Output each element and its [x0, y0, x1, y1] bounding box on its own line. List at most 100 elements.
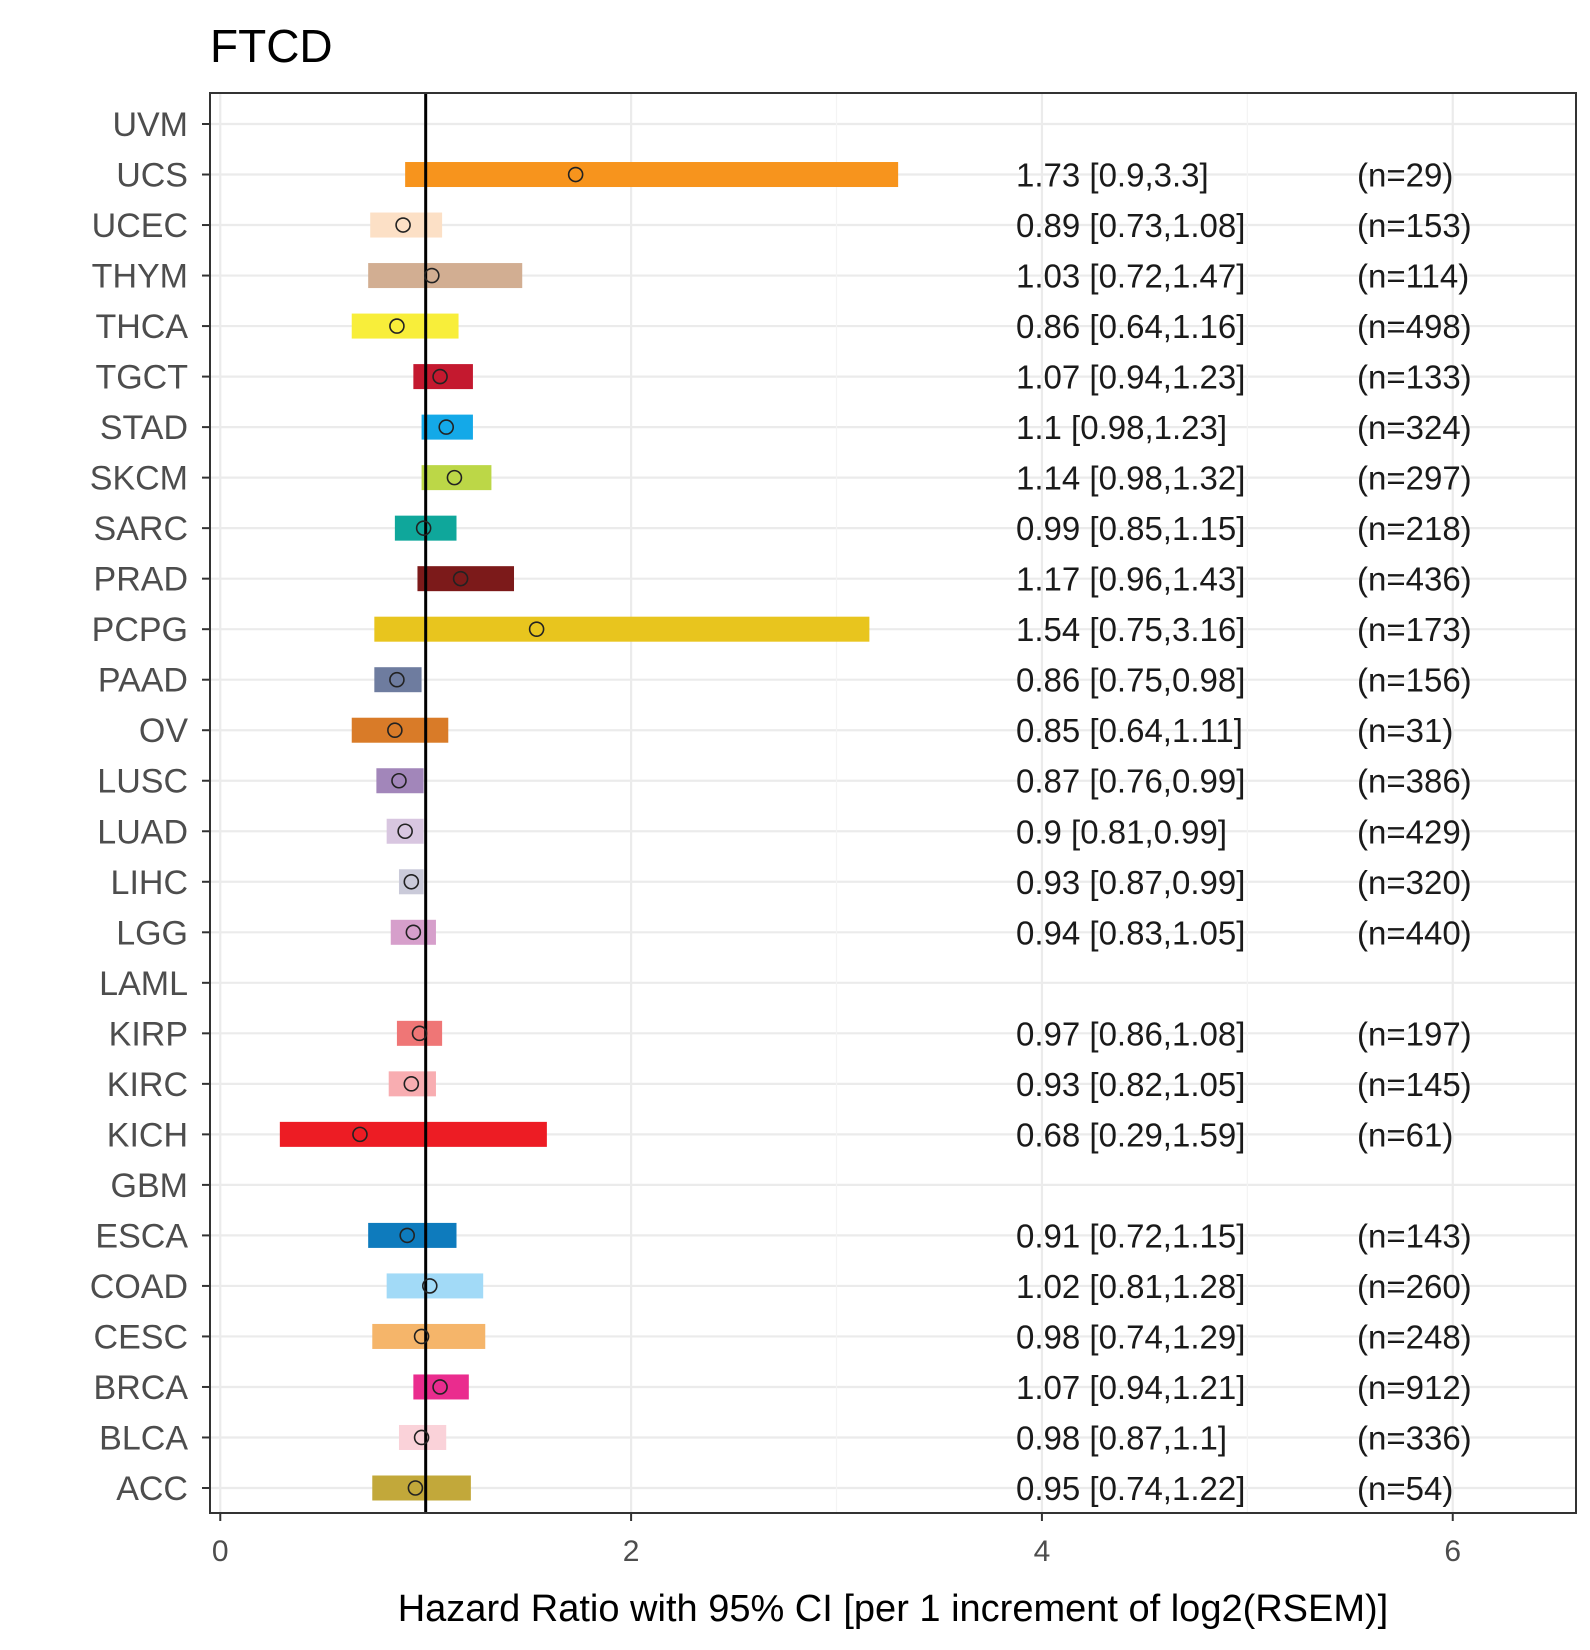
- y-tick-label-ucs: UCS: [116, 157, 188, 195]
- y-tick-label-ucec: UCEC: [92, 207, 188, 245]
- hr-text-lgg: 0.94 [0.83,1.05]: [1016, 914, 1245, 951]
- hr-text-prad: 1.17 [0.96,1.43]: [1016, 561, 1245, 598]
- ci-bar-prad: [417, 566, 515, 592]
- ci-bar-skcm: [421, 465, 492, 491]
- hr-text-tgct: 1.07 [0.94,1.23]: [1016, 359, 1245, 396]
- y-tick-label-lgg: LGG: [116, 914, 188, 952]
- n-text-brca: (n=912): [1357, 1369, 1472, 1406]
- hr-text-kirp: 0.97 [0.86,1.08]: [1016, 1015, 1245, 1052]
- hr-text-kirc: 0.93 [0.82,1.05]: [1016, 1066, 1245, 1103]
- y-tick-label-prad: PRAD: [94, 561, 188, 599]
- ci-bar-ucs: [405, 162, 899, 188]
- x-tick-label: 4: [1034, 1535, 1051, 1568]
- ci-bar-ucec: [370, 212, 443, 238]
- y-tick-label-thym: THYM: [92, 258, 188, 296]
- hr-point-thym: [424, 267, 440, 284]
- hr-point-ov: [387, 722, 403, 739]
- n-text-kirc: (n=145): [1357, 1066, 1472, 1103]
- hr-text-paad: 0.86 [0.75,0.98]: [1016, 662, 1245, 699]
- hr-point-ucec: [395, 217, 411, 233]
- n-text-prad: (n=436): [1357, 561, 1472, 598]
- y-tick-label-thca: THCA: [95, 308, 188, 346]
- hr-point-brca: [432, 1379, 448, 1395]
- y-tick-label-laml: LAML: [99, 965, 188, 1003]
- y-tick-label-coad: COAD: [90, 1268, 188, 1306]
- n-text-kirp: (n=197): [1357, 1015, 1472, 1052]
- hr-point-prad: [452, 570, 469, 587]
- ci-bar-pcpg: [374, 616, 870, 642]
- hr-point-coad: [421, 1278, 438, 1294]
- y-tick-label-esca: ESCA: [95, 1217, 188, 1255]
- n-text-coad: (n=260): [1357, 1268, 1472, 1305]
- n-text-luad: (n=429): [1357, 813, 1472, 850]
- x-tick-label: 0: [212, 1535, 229, 1568]
- hr-text-acc: 0.95 [0.74,1.22]: [1016, 1470, 1245, 1507]
- n-text-lihc: (n=320): [1357, 864, 1472, 901]
- hr-text-sarc: 0.99 [0.85,1.15]: [1016, 510, 1245, 547]
- y-tick-label-lihc: LIHC: [111, 864, 188, 902]
- hr-text-thym: 1.03 [0.72,1.47]: [1016, 258, 1245, 295]
- hr-point-ucs: [567, 166, 584, 183]
- n-text-sarc: (n=218): [1357, 510, 1472, 547]
- hr-point-esca: [399, 1227, 415, 1244]
- y-tick-label-pcpg: PCPG: [92, 611, 188, 649]
- hr-point-tgct: [432, 368, 448, 385]
- hr-text-lihc: 0.93 [0.87,0.99]: [1016, 864, 1245, 901]
- y-tick-label-cesc: CESC: [94, 1318, 188, 1356]
- hr-points: [352, 166, 584, 1496]
- x-tick-label: 2: [623, 1535, 640, 1568]
- ci-bar-kirc: [388, 1071, 436, 1097]
- hr-point-skcm: [446, 469, 463, 486]
- hr-point-lgg: [405, 924, 422, 941]
- y-tick-label-blca: BLCA: [99, 1419, 188, 1457]
- ci-bar-kich: [279, 1121, 547, 1147]
- ci-bar-thca: [351, 313, 459, 339]
- ci-bar-acc: [372, 1475, 471, 1501]
- ci-bar-brca: [413, 1374, 469, 1400]
- hr-point-kirp: [411, 1025, 428, 1042]
- hr-text-esca: 0.91 [0.72,1.15]: [1016, 1217, 1245, 1254]
- y-tick-label-paad: PAAD: [98, 662, 188, 700]
- ci-bar-coad: [386, 1273, 484, 1299]
- hr-text-kich: 0.68 [0.29,1.59]: [1016, 1116, 1245, 1153]
- n-text-acc: (n=54): [1357, 1470, 1453, 1507]
- n-text-ucec: (n=153): [1357, 207, 1472, 244]
- hr-text-brca: 1.07 [0.94,1.21]: [1016, 1369, 1245, 1406]
- ci-bar-paad: [374, 667, 422, 693]
- n-text-blca: (n=336): [1357, 1419, 1472, 1456]
- y-tick-label-kich: KICH: [107, 1116, 188, 1154]
- y-tick-label-uvm: UVM: [112, 106, 188, 144]
- hr-text-ov: 0.85 [0.64,1.11]: [1016, 712, 1243, 749]
- ci-bar-esca: [368, 1222, 457, 1248]
- hr-point-cesc: [413, 1328, 430, 1345]
- panel-border: [209, 92, 1577, 1514]
- n-text-stad: (n=324): [1357, 409, 1472, 446]
- hr-text-thca: 0.86 [0.64,1.16]: [1016, 308, 1245, 345]
- hr-point-lusc: [391, 772, 407, 789]
- n-text-lusc: (n=386): [1357, 763, 1472, 800]
- ci-bar-thym: [368, 263, 523, 289]
- y-tick-label-kirp: KIRP: [109, 1015, 188, 1053]
- ci-bar-lusc: [376, 768, 424, 794]
- hr-point-kich: [352, 1126, 368, 1143]
- hr-point-sarc: [415, 520, 432, 536]
- n-text-cesc: (n=248): [1357, 1318, 1472, 1355]
- n-text-esca: (n=143): [1357, 1217, 1472, 1254]
- ci-bar-lihc: [398, 869, 424, 895]
- x-tick-label: 6: [1444, 1535, 1461, 1568]
- hr-text-lusc: 0.87 [0.76,0.99]: [1016, 763, 1245, 800]
- n-text-lgg: (n=440): [1357, 914, 1472, 951]
- hr-point-acc: [407, 1480, 424, 1496]
- hr-text-blca: 0.98 [0.87,1.1]: [1016, 1419, 1227, 1456]
- hr-point-paad: [389, 671, 405, 688]
- n-text-ov: (n=31): [1357, 712, 1453, 749]
- chart-title: FTCD: [210, 20, 333, 72]
- y-tick-label-ov: OV: [139, 712, 188, 750]
- hr-point-thca: [389, 318, 405, 334]
- y-tick-label-gbm: GBM: [111, 1167, 188, 1205]
- ci-bar-luad: [386, 818, 424, 844]
- y-tick-label-luad: LUAD: [97, 813, 188, 851]
- ci-bar-lgg: [390, 919, 436, 945]
- y-tick-label-sarc: SARC: [94, 510, 188, 548]
